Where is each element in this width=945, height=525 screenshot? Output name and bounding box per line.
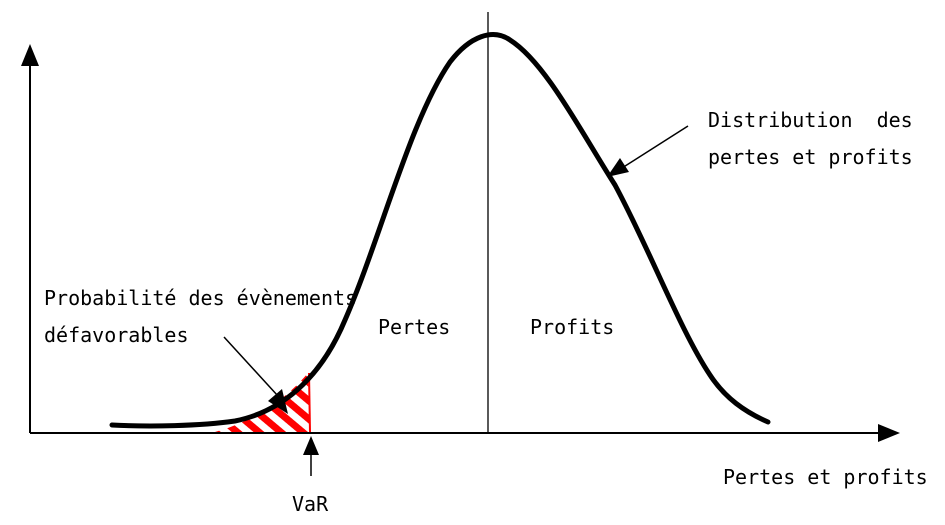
probability-pointer-line <box>223 336 279 397</box>
curve-label-line2: pertes et profits <box>708 145 913 169</box>
var-boundary-line <box>308 372 311 433</box>
losses-label: Pertes <box>378 315 450 339</box>
profits-label: Profits <box>530 315 614 339</box>
var-pointer-arrowhead <box>303 436 319 455</box>
curve-pointer-arrowhead <box>607 158 629 177</box>
distribution-curve <box>109 32 771 429</box>
curve-label-line1: Distribution des <box>708 108 913 132</box>
probability-pointer-arrowhead <box>268 389 288 414</box>
x-axis-arrowhead <box>878 424 900 442</box>
y-axis-arrowhead <box>21 44 39 66</box>
var-tail-area <box>215 373 310 432</box>
probability-label-line1: Probabilité des évènements <box>44 286 357 310</box>
probability-label-line2: défavorables <box>44 323 189 347</box>
var-label: VaR <box>292 492 329 516</box>
x-axis-label: Pertes et profits <box>723 465 928 489</box>
curve-pointer-line <box>621 125 689 169</box>
